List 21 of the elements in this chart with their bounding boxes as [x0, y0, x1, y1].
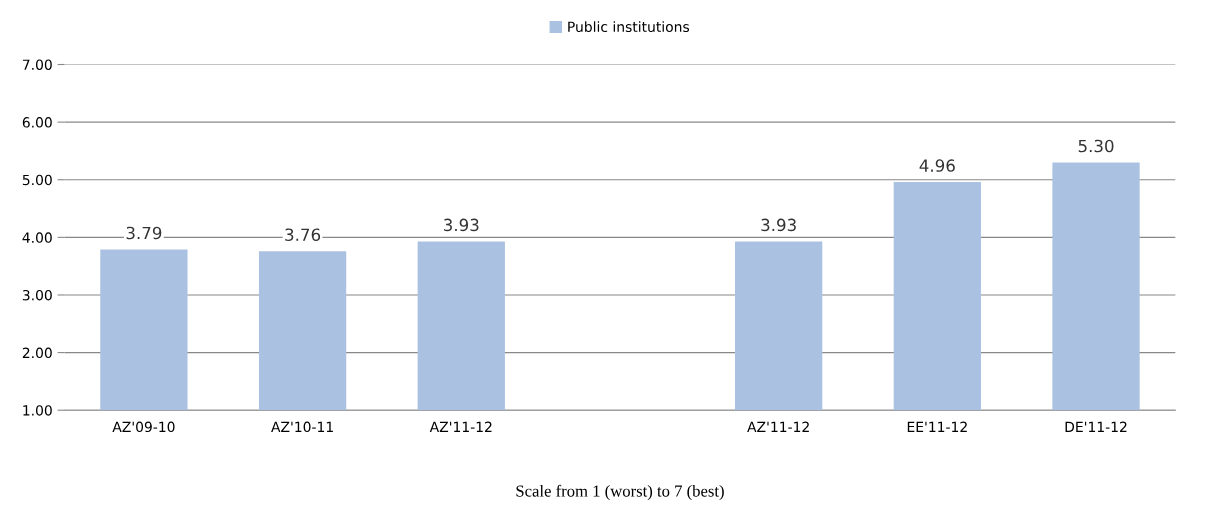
- x-tick-label: EE'11-12: [907, 421, 967, 432]
- y-tick-label: 7.00: [22, 59, 52, 70]
- y-tick-label: 6.00: [22, 117, 52, 128]
- legend-label: Public institutions: [568, 21, 690, 33]
- data-label: 3.93: [443, 218, 479, 232]
- x-tick-label: AZ'10-11: [271, 421, 333, 433]
- y-tick-label: 1.00: [23, 405, 52, 416]
- y-tick-label: 2.00: [22, 347, 52, 359]
- data-label: 3.76: [285, 228, 321, 242]
- y-tick-label: 4.00: [22, 232, 52, 243]
- data-label: 3.79: [126, 226, 162, 240]
- y-tick-label: 5.00: [22, 174, 52, 186]
- data-label: 4.96: [919, 159, 955, 172]
- x-tick-label: AZ'11-12: [429, 421, 492, 432]
- x-tick-label: AZ'09-10: [112, 421, 175, 433]
- x-axis-title: Scale from 1 (worst) to 7 (best): [516, 484, 724, 501]
- data-label: 3.93: [761, 218, 796, 232]
- x-tick-label: AZ'11-12: [747, 421, 809, 432]
- data-label: 5.30: [1078, 139, 1114, 153]
- x-tick-label: DE'11-12: [1065, 421, 1127, 432]
- y-tick-label: 3.00: [22, 289, 52, 301]
